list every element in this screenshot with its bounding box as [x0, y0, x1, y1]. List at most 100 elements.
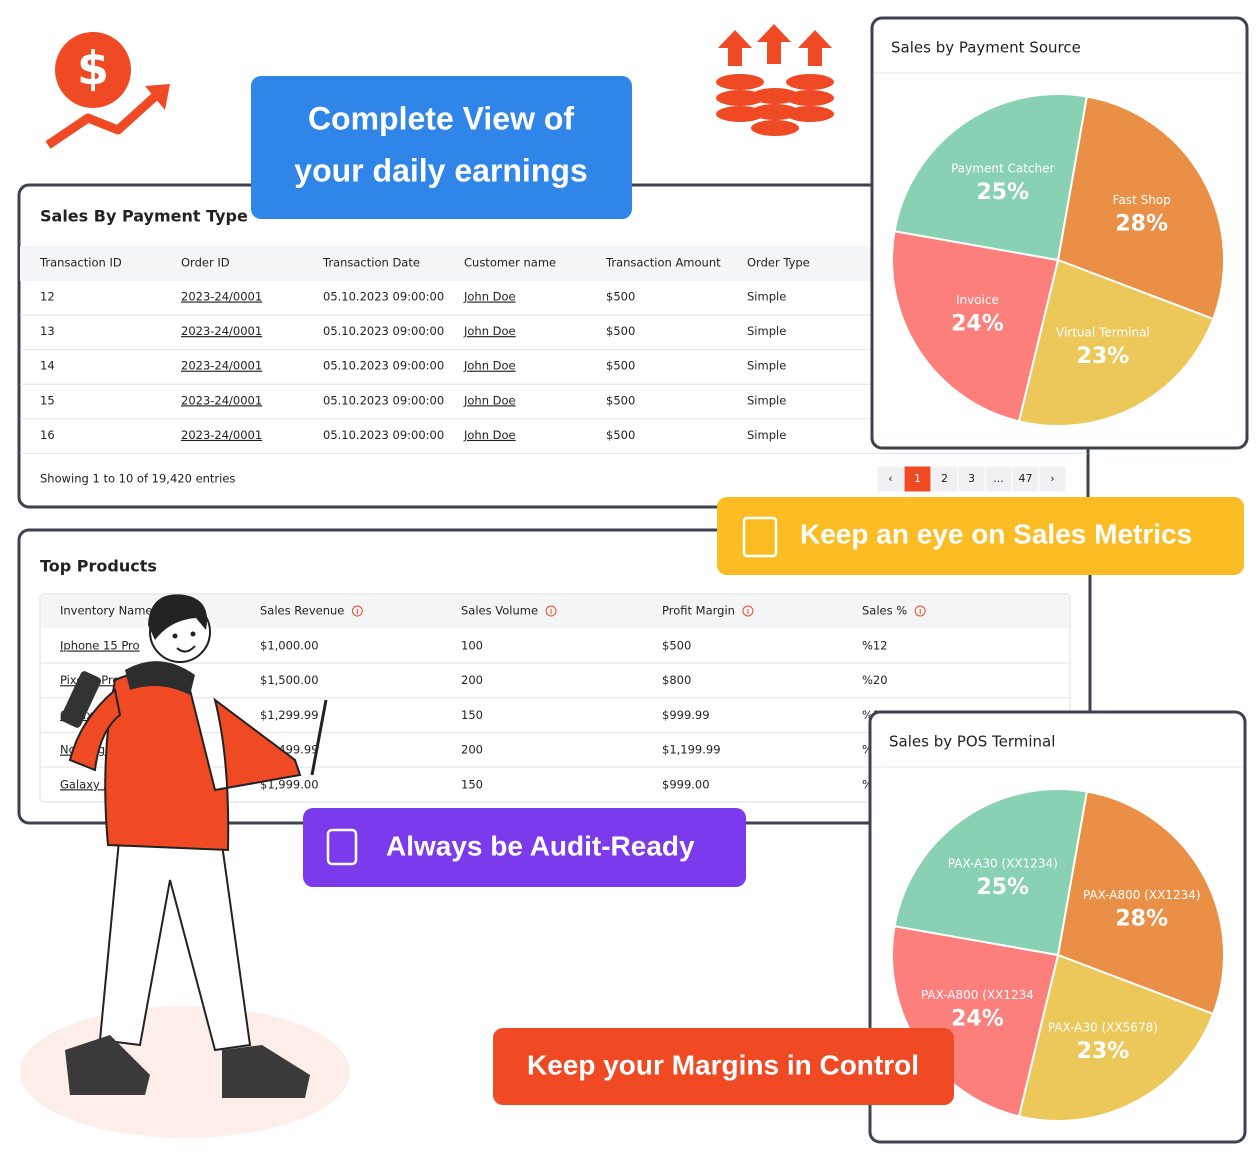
banner-text: Always be Audit-Ready: [386, 830, 695, 861]
table-cell: 2023-24/0001: [181, 393, 262, 407]
table-cell: 150: [461, 708, 483, 722]
table-footer: Showing 1 to 10 of 19,420 entries: [40, 472, 235, 486]
page-button[interactable]: [903, 465, 932, 493]
banner-text: your daily earnings: [294, 152, 587, 188]
info-icon: [351, 605, 363, 617]
table-cell: 2023-24/0001: [181, 428, 262, 442]
table-cell: 05.10.2023 09:00:00: [323, 324, 444, 338]
table-cell: $500: [606, 428, 635, 442]
column-header: Order Type: [747, 256, 810, 270]
table-cell: $999.99: [662, 708, 710, 722]
table-cell: $500: [662, 639, 691, 653]
page-label[interactable]: ‹: [888, 472, 892, 485]
table-cell: 13: [40, 324, 55, 338]
page-label[interactable]: 47: [1019, 472, 1033, 485]
pie-slice: [893, 93, 1088, 262]
table-cell: John Doe: [463, 428, 516, 442]
column-header: Transaction Amount: [605, 256, 721, 270]
page-button[interactable]: [1011, 465, 1040, 493]
table-cell: $800: [662, 673, 691, 687]
banner-text: Complete View of: [308, 100, 574, 136]
page-label[interactable]: 3: [968, 472, 975, 485]
table-cell: 05.10.2023 09:00:00: [323, 359, 444, 373]
table-cell: Simple: [747, 359, 786, 373]
table-cell: John Doe: [463, 359, 516, 373]
table-cell: John Doe: [463, 290, 516, 304]
table-cell: $500: [606, 324, 635, 338]
banner-bg: [303, 808, 746, 887]
table-header-bg: [41, 595, 1069, 628]
slice-name: Payment Catcher: [951, 162, 1054, 176]
page-label[interactable]: 1: [914, 472, 921, 485]
banner-icon: [326, 828, 358, 866]
column-header: Sales %: [862, 604, 907, 618]
slice-value-label: 24%: [951, 312, 1004, 337]
cards: Sales By Payment Type Transaction ID Order…: [17, 16, 1249, 1144]
table-cell: $1,299.99: [260, 708, 319, 722]
slice-value-label: 28%: [1115, 906, 1168, 931]
page-label[interactable]: ›: [1050, 472, 1054, 485]
info-icon: [742, 605, 754, 617]
table-cell: Simple: [747, 393, 786, 407]
table-cell: $1,000.00: [260, 639, 319, 653]
table-cell: 15: [40, 393, 55, 407]
table-cell: 2023-24/0001: [181, 359, 262, 373]
slice-name: Virtual Terminal: [1056, 326, 1150, 340]
table-cell: 12: [40, 290, 55, 304]
slice-name: PAX-A30 (XX5678): [1048, 1021, 1158, 1035]
column-header: Profit Margin: [662, 604, 735, 618]
slice-name: PAX-A30 (XX1234): [948, 857, 1058, 871]
banner-text: Keep an eye on Sales Metrics: [800, 518, 1192, 549]
info-icon: [545, 605, 557, 617]
table-cell: $1,999.00: [260, 777, 319, 791]
table-cell: 05.10.2023 09:00:00: [323, 428, 444, 442]
column-header: Transaction ID: [39, 256, 122, 270]
table-cell: %20: [862, 673, 888, 687]
table-cell: 05.10.2023 09:00:00: [323, 290, 444, 304]
table-cell: 150: [461, 777, 483, 791]
table-cell: $500: [606, 393, 635, 407]
table-cell: %12: [862, 639, 888, 653]
table-cell: 100: [461, 639, 483, 653]
table-cell: 2023-24/0001: [181, 324, 262, 338]
table-cell: Simple: [747, 290, 786, 304]
table-cell: 14: [40, 359, 55, 373]
slice-value-label: 23%: [1077, 344, 1130, 369]
table-cell: John Doe: [463, 324, 516, 338]
pie-slice: [1017, 953, 1215, 1122]
table-cell: $1,199.99: [662, 743, 721, 757]
slice-name: PAX-A800 (XX1234: [921, 988, 1034, 1002]
column-header: Sales Volume: [461, 604, 538, 618]
slice-value-label: 25%: [976, 180, 1029, 205]
pie-slice: [1017, 258, 1215, 427]
column-header: Inventory Name: [60, 604, 153, 618]
banner-text: Keep your Margins in Control: [527, 1049, 919, 1080]
column-header: Sales Revenue: [260, 604, 344, 618]
table-cell: Iphone 15 Pro: [60, 639, 140, 653]
page-label[interactable]: 2: [941, 472, 948, 485]
banner-bg: [493, 1028, 954, 1105]
banner-bg: [717, 497, 1244, 575]
slice-name: Invoice: [956, 293, 999, 307]
table-cell: $500: [606, 359, 635, 373]
table-cell: 05.10.2023 09:00:00: [323, 393, 444, 407]
person-illustration: [20, 594, 350, 1138]
table-cell: $500: [606, 290, 635, 304]
decor-icons: $: [45, 24, 834, 149]
page-button[interactable]: [984, 465, 1013, 493]
page-button[interactable]: [957, 465, 986, 493]
slice-value-label: 25%: [976, 875, 1029, 900]
table-cell: John Doe: [463, 393, 516, 407]
table-cell: 2023-24/0001: [181, 290, 262, 304]
table-cell: 16: [40, 428, 55, 442]
banner-bg: [251, 76, 632, 219]
column-header: Transaction Date: [322, 256, 420, 270]
page-label[interactable]: ...: [993, 472, 1004, 485]
pie-slice: [891, 230, 1060, 423]
column-header: Customer name: [464, 256, 556, 270]
slice-value-label: 28%: [1115, 211, 1168, 236]
column-header: Order ID: [181, 256, 230, 270]
page-button[interactable]: [1038, 465, 1067, 493]
table-cell: 200: [461, 673, 483, 687]
